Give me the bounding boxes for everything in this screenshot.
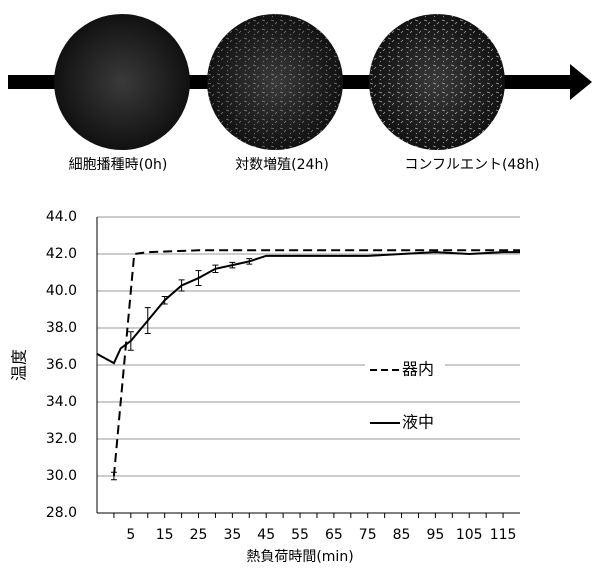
y-axis-title: 温度 [10,349,29,381]
series-line [114,250,520,476]
error-bar [128,332,134,351]
legend-label: 液中 [402,413,434,432]
y-tick-label: 34.0 [46,394,77,410]
x-tick-label: 45 [257,527,275,543]
y-tick-label: 36.0 [46,357,77,373]
figure: 細胞播種時(0h) 対数増殖(24h) コンフルエント(48h) 熱負荷時間(m… [0,0,596,568]
y-tick-label: 32.0 [46,431,77,447]
x-tick-label: 25 [190,527,208,543]
cell-images [54,14,505,150]
x-tick-label: 85 [393,527,411,543]
x-tick-label: 115 [490,527,517,543]
y-tick-label: 28.0 [46,505,77,521]
x-tick-label: 15 [156,527,174,543]
x-tick-label: 65 [325,527,343,543]
stage-label: 細胞播種時(0h) [69,157,168,173]
y-tick-label: 44.0 [46,209,77,225]
x-tick-label: 55 [291,527,309,543]
stage-label: 対数増殖(24h) [235,156,329,173]
x-tick-label: 5 [126,527,135,543]
series-line [97,252,520,363]
y-tick-label: 38.0 [46,320,77,336]
y-tick-label: 30.0 [46,468,77,484]
x-axis-title: 熱負荷時間(min) [246,549,353,565]
y-tick-label: 40.0 [46,283,77,299]
y-tick-label: 42.0 [46,246,77,262]
x-tick-label: 95 [426,527,444,543]
legend-label: 器内 [402,360,434,379]
stage-label: コンフルエント(48h) [404,157,539,173]
error-bar [145,308,151,334]
x-tick-label: 105 [456,527,483,543]
x-tick-label: 35 [223,527,241,543]
x-tick-label: 75 [359,527,377,543]
